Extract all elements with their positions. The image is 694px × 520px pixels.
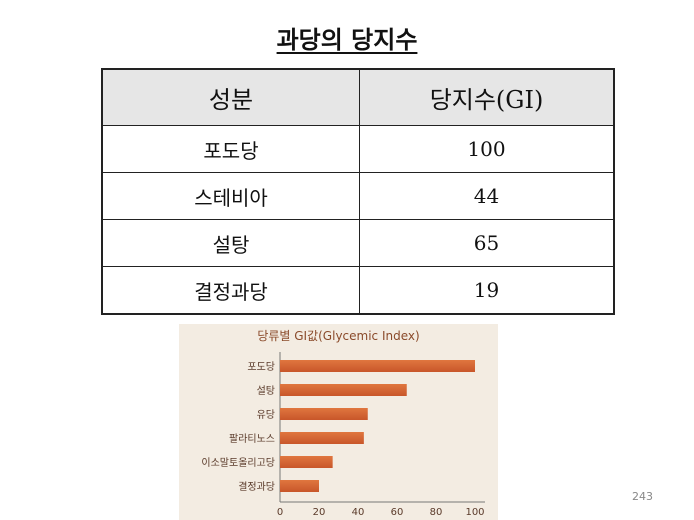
cell-ingredient: 스테비아 (101, 172, 360, 220)
category-label: 이소말토올리고당 (201, 457, 275, 469)
cell-gi: 65 (359, 219, 615, 267)
table-row: 결정과당 19 (101, 266, 615, 315)
chart-bar (280, 432, 364, 444)
cell-ingredient: 포도당 (101, 125, 360, 173)
cell-gi: 100 (359, 125, 615, 173)
category-label: 포도당 (247, 361, 275, 373)
column-header-ingredient: 성분 (101, 68, 360, 126)
column-header-gi: 당지수(GI) (359, 68, 615, 126)
page-number: 243 (632, 490, 653, 503)
table-header-row: 성분 당지수(GI) (101, 68, 615, 126)
category-label: 결정과당 (238, 481, 275, 493)
table-row: 스테비아 44 (101, 172, 615, 220)
chart-bar (280, 480, 319, 492)
x-tick-label: 20 (313, 507, 326, 518)
x-tick-label: 40 (352, 507, 365, 518)
x-tick-label: 80 (430, 507, 443, 518)
chart-bar (280, 408, 368, 420)
cell-ingredient: 결정과당 (101, 266, 360, 315)
cell-gi: 44 (359, 172, 615, 220)
category-label: 팔라티노스 (229, 433, 275, 445)
cell-gi: 19 (359, 266, 615, 315)
chart-bar (280, 384, 407, 396)
chart-bar (280, 456, 333, 468)
cell-ingredient: 설탕 (101, 219, 360, 267)
gi-table: 성분 당지수(GI) 포도당 100 스테비아 44 설탕 65 결정과당 19 (101, 68, 615, 315)
page-title: 과당의 당지수 (276, 26, 418, 54)
category-label: 유당 (257, 409, 275, 421)
category-label: 설탕 (257, 385, 275, 397)
x-tick-label: 0 (277, 507, 283, 518)
x-tick-label: 100 (465, 507, 484, 518)
table-row: 설탕 65 (101, 219, 615, 267)
table-row: 포도당 100 (101, 125, 615, 173)
chart-title: 당류별 GI값(Glycemic Index) (257, 329, 420, 343)
x-tick-label: 60 (391, 507, 404, 518)
chart-bar (280, 360, 475, 372)
